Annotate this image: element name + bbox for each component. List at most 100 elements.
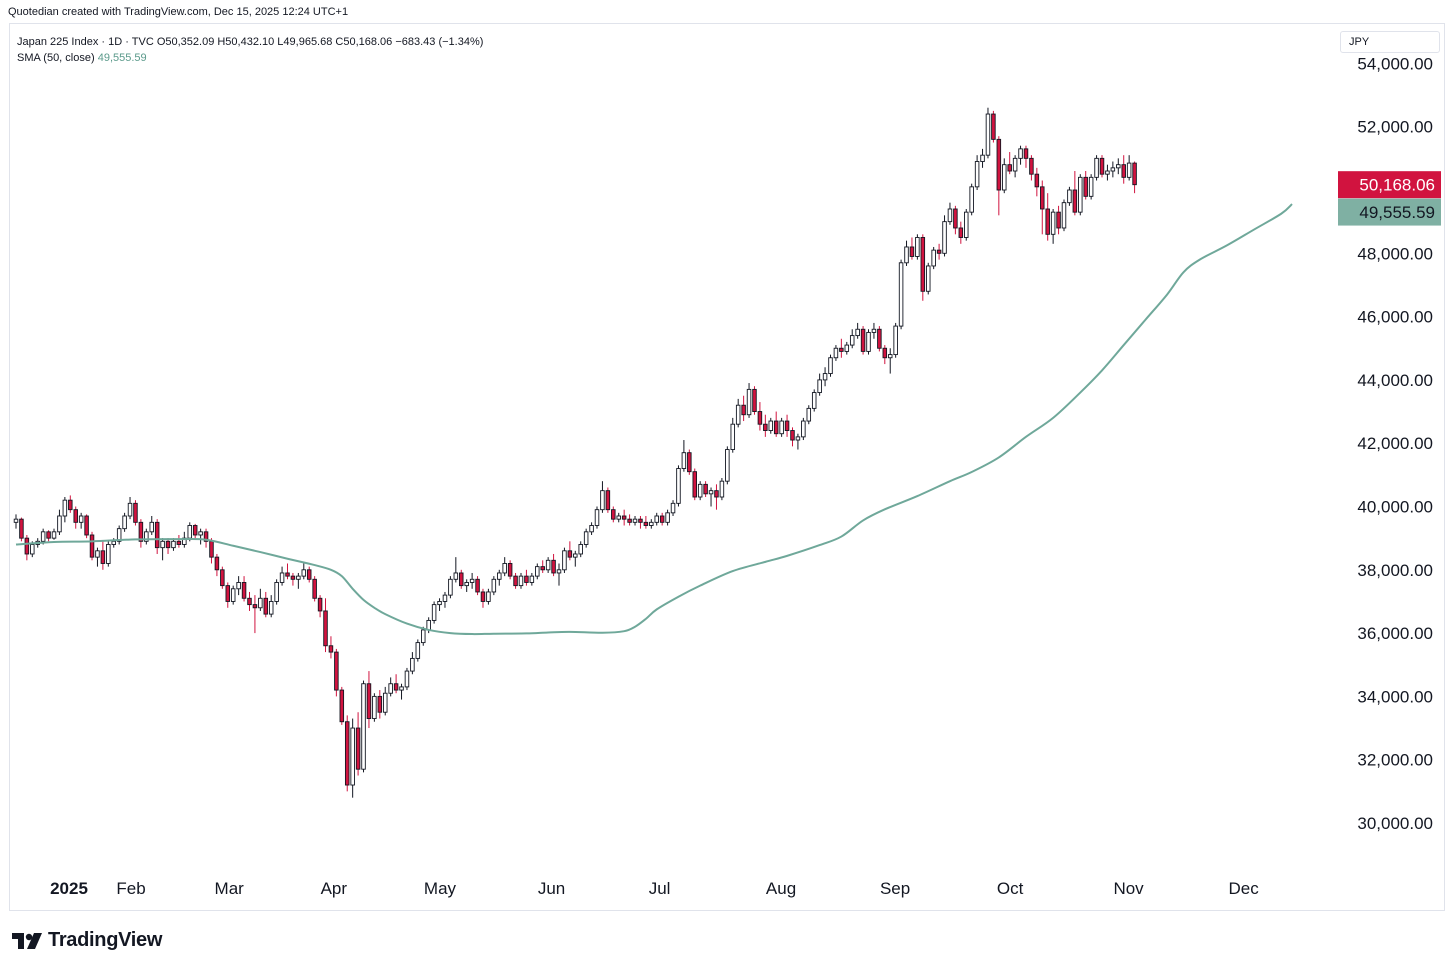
- candle[interactable]: [1045, 193, 1050, 241]
- candle[interactable]: [355, 712, 361, 776]
- candle[interactable]: [268, 595, 274, 618]
- candle[interactable]: [366, 671, 372, 729]
- candle[interactable]: [524, 569, 529, 586]
- candle[interactable]: [860, 326, 866, 355]
- candle[interactable]: [687, 449, 692, 475]
- candle[interactable]: [51, 528, 57, 540]
- candle[interactable]: [95, 547, 100, 567]
- candle[interactable]: [681, 440, 687, 472]
- candle[interactable]: [323, 598, 328, 653]
- candle[interactable]: [24, 534, 30, 561]
- candle[interactable]: [719, 478, 725, 501]
- candle[interactable]: [877, 326, 882, 352]
- candle[interactable]: [991, 110, 996, 143]
- candle[interactable]: [953, 205, 958, 235]
- candle[interactable]: [725, 446, 730, 485]
- candle[interactable]: [795, 433, 801, 450]
- candle[interactable]: [849, 329, 855, 349]
- candle[interactable]: [556, 563, 562, 586]
- candle[interactable]: [621, 509, 627, 526]
- candle[interactable]: [301, 563, 307, 580]
- candle[interactable]: [567, 541, 573, 561]
- tradingview-brand[interactable]: TradingView: [12, 929, 162, 952]
- candle[interactable]: [62, 497, 68, 523]
- candle[interactable]: [790, 427, 795, 447]
- candle[interactable]: [746, 383, 752, 418]
- candle[interactable]: [1002, 158, 1007, 194]
- candle[interactable]: [1094, 155, 1099, 181]
- candle[interactable]: [915, 234, 920, 260]
- candle[interactable]: [898, 259, 904, 330]
- candle[interactable]: [144, 528, 149, 545]
- candle[interactable]: [535, 563, 540, 580]
- candle[interactable]: [996, 136, 1002, 216]
- candle[interactable]: [985, 107, 991, 159]
- candle[interactable]: [1023, 145, 1029, 168]
- candle[interactable]: [562, 547, 567, 573]
- candle[interactable]: [78, 512, 84, 529]
- candle[interactable]: [263, 591, 269, 618]
- candle[interactable]: [757, 402, 763, 431]
- candle[interactable]: [1012, 155, 1018, 178]
- candle[interactable]: [768, 417, 774, 434]
- candle[interactable]: [1061, 199, 1067, 232]
- candle[interactable]: [665, 509, 670, 526]
- candle[interactable]: [1056, 205, 1061, 235]
- candle[interactable]: [372, 693, 377, 722]
- candle[interactable]: [361, 680, 366, 773]
- candle[interactable]: [692, 468, 698, 501]
- candle[interactable]: [1072, 171, 1078, 216]
- candle[interactable]: [735, 398, 741, 428]
- candle[interactable]: [502, 557, 507, 577]
- candle[interactable]: [225, 582, 231, 608]
- candle[interactable]: [545, 557, 551, 573]
- candle[interactable]: [171, 538, 176, 551]
- candle[interactable]: [1116, 158, 1121, 175]
- candle[interactable]: [415, 639, 421, 662]
- candle[interactable]: [448, 576, 453, 599]
- candle[interactable]: [980, 148, 985, 168]
- candle[interactable]: [421, 626, 426, 646]
- candle[interactable]: [192, 523, 198, 539]
- candle[interactable]: [649, 519, 654, 529]
- candle[interactable]: [893, 322, 898, 358]
- candle[interactable]: [377, 690, 383, 719]
- candle[interactable]: [453, 557, 459, 583]
- candle[interactable]: [931, 246, 936, 270]
- candle[interactable]: [958, 221, 964, 244]
- candle[interactable]: [600, 481, 605, 513]
- candle[interactable]: [773, 411, 779, 437]
- candle[interactable]: [942, 215, 947, 257]
- candle[interactable]: [404, 667, 410, 691]
- candle[interactable]: [138, 519, 144, 548]
- candle[interactable]: [122, 512, 127, 532]
- candle[interactable]: [784, 414, 790, 437]
- candle[interactable]: [469, 572, 475, 589]
- candle[interactable]: [887, 348, 893, 374]
- candle[interactable]: [160, 538, 165, 561]
- candle[interactable]: [475, 576, 480, 596]
- candle[interactable]: [1105, 164, 1110, 181]
- candle[interactable]: [459, 569, 464, 589]
- candle[interactable]: [214, 553, 220, 577]
- candle[interactable]: [13, 514, 19, 529]
- candle[interactable]: [1007, 152, 1012, 175]
- candle[interactable]: [437, 598, 442, 611]
- candle[interactable]: [1050, 208, 1056, 244]
- candle[interactable]: [659, 512, 665, 526]
- candle[interactable]: [513, 572, 518, 589]
- candle[interactable]: [638, 515, 643, 529]
- candle[interactable]: [730, 417, 736, 453]
- candle[interactable]: [317, 595, 323, 618]
- currency-selector[interactable]: JPY: [1340, 31, 1440, 53]
- candle[interactable]: [697, 481, 703, 501]
- candle[interactable]: [393, 674, 399, 694]
- candle[interactable]: [1088, 174, 1094, 200]
- candle[interactable]: [589, 522, 594, 535]
- candle[interactable]: [486, 588, 491, 605]
- candle[interactable]: [670, 500, 676, 516]
- candle[interactable]: [306, 566, 312, 583]
- candle[interactable]: [296, 572, 301, 589]
- candle[interactable]: [133, 500, 138, 526]
